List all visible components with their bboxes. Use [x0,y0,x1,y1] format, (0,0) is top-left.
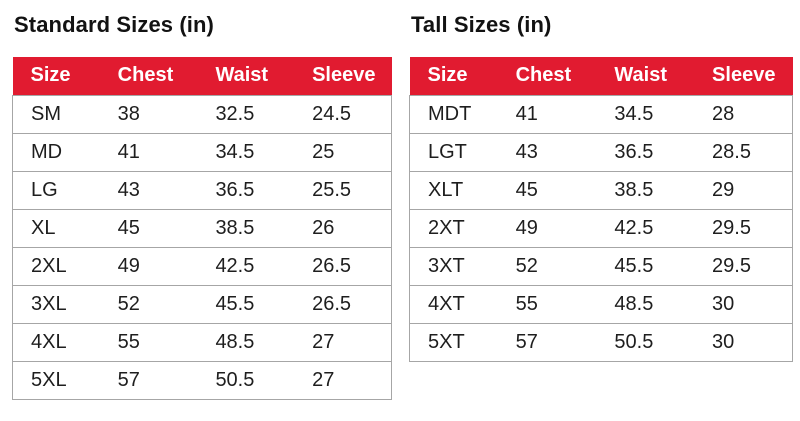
size-cell: 4XL [11,322,100,361]
size-cell: 5XT [408,322,498,362]
size-cell: 5XL [11,360,100,400]
measurement-cell: 36.5 [596,132,695,171]
measurement-cell: 34.5 [596,94,695,133]
column-header-waist: Waist [596,57,695,95]
measurement-cell: 42.5 [197,246,295,285]
column-header-chest: Chest [497,57,597,95]
measurement-cell: 36.5 [197,170,295,209]
measurement-cell: 55 [497,284,597,323]
measurement-cell: 52 [497,246,597,285]
measurement-cell: 41 [497,94,597,133]
measurement-cell: 45.5 [197,284,295,323]
measurement-cell: 29 [694,170,794,209]
table-row: 2XT 49 42.5 29.5 [408,208,794,247]
measurement-cell: 25.5 [294,170,393,209]
table-row: 5XL 57 50.5 27 [11,360,393,400]
measurement-cell: 38.5 [596,170,695,209]
size-cell: LG [11,170,100,209]
measurement-cell: 45 [99,208,198,247]
measurement-cell: 30 [694,322,794,362]
measurement-cell: 42.5 [596,208,695,247]
tall-sizes-table: Size Chest Waist Sleeve MDT 41 34.5 28 LGT 43 36.… [408,57,794,362]
column-header-chest: Chest [99,57,198,95]
column-header-size: Size [409,57,498,95]
measurement-cell: 25 [294,132,393,171]
size-cell: 2XL [11,246,100,285]
table-row: 2XL 49 42.5 26.5 [11,246,393,285]
size-cell: 4XT [408,284,498,323]
measurement-cell: 38.5 [197,208,295,247]
table-row: 4XT 55 48.5 30 [408,284,794,323]
table-row: 3XT 52 45.5 29.5 [408,246,794,285]
size-cell: MD [11,132,100,171]
measurement-cell: 26.5 [294,284,393,323]
measurement-cell: 28.5 [694,132,794,171]
measurement-cell: 55 [99,322,198,361]
size-cell: SM [11,94,100,133]
tall-table-header-row: Size Chest Waist Sleeve [409,57,793,95]
measurement-cell: 50.5 [197,360,295,400]
measurement-cell: 38 [99,94,198,133]
measurement-cell: 30 [694,284,794,323]
tall-sizes-title: Tall Sizes (in) [411,12,552,37]
table-row: XL 45 38.5 26 [11,208,393,247]
measurement-cell: 48.5 [197,322,295,361]
table-row: 3XL 52 45.5 26.5 [11,284,393,323]
measurement-cell: 29.5 [694,208,794,247]
measurement-cell: 29.5 [694,246,794,285]
measurement-cell: 27 [294,322,393,361]
measurement-cell: 57 [497,322,597,362]
table-row: 4XL 55 48.5 27 [11,322,393,361]
measurement-cell: 45.5 [596,246,695,285]
measurement-cell: 48.5 [596,284,695,323]
table-row: MD 41 34.5 25 [11,132,393,171]
table-row: LGT 43 36.5 28.5 [408,132,794,171]
measurement-cell: 26 [294,208,393,247]
measurement-cell: 24.5 [294,94,393,133]
standard-sizes-section: Standard Sizes (in) Size Chest Waist Sleeve… [11,12,393,421]
table-row: XLT 45 38.5 29 [408,170,794,209]
measurement-cell: 45 [497,170,597,209]
size-cell: XLT [408,170,498,209]
column-header-waist: Waist [197,57,295,95]
column-header-size: Size [12,57,100,95]
size-cell: 2XT [408,208,498,247]
column-header-sleeve: Sleeve [294,57,392,95]
standard-table-header-row: Size Chest Waist Sleeve [12,57,392,95]
measurement-cell: 49 [497,208,597,247]
measurement-cell: 41 [99,132,198,171]
measurement-cell: 50.5 [596,322,695,362]
table-row: LG 43 36.5 25.5 [11,170,393,209]
column-header-sleeve: Sleeve [694,57,793,95]
size-cell: 3XL [11,284,100,323]
measurement-cell: 28 [694,94,794,133]
standard-sizes-table: Size Chest Waist Sleeve SM 38 32.5 24.5 MD 41 34.… [11,57,393,400]
measurement-cell: 52 [99,284,198,323]
size-cell: MDT [408,94,498,133]
size-cell: XL [11,208,100,247]
measurement-cell: 49 [99,246,198,285]
measurement-cell: 27 [294,360,393,400]
table-row: 5XT 57 50.5 30 [408,322,794,362]
measurement-cell: 34.5 [197,132,295,171]
measurement-cell: 32.5 [197,94,295,133]
measurement-cell: 43 [497,132,597,171]
tall-sizes-section: Tall Sizes (in) Size Chest Waist Sleeve MDT… [408,12,794,421]
standard-sizes-title: Standard Sizes (in) [14,12,214,37]
size-cell: LGT [408,132,498,171]
measurement-cell: 26.5 [294,246,393,285]
table-row: SM 38 32.5 24.5 [11,94,393,133]
table-row: MDT 41 34.5 28 [408,94,794,133]
measurement-cell: 57 [99,360,198,400]
measurement-cell: 43 [99,170,198,209]
size-cell: 3XT [408,246,498,285]
